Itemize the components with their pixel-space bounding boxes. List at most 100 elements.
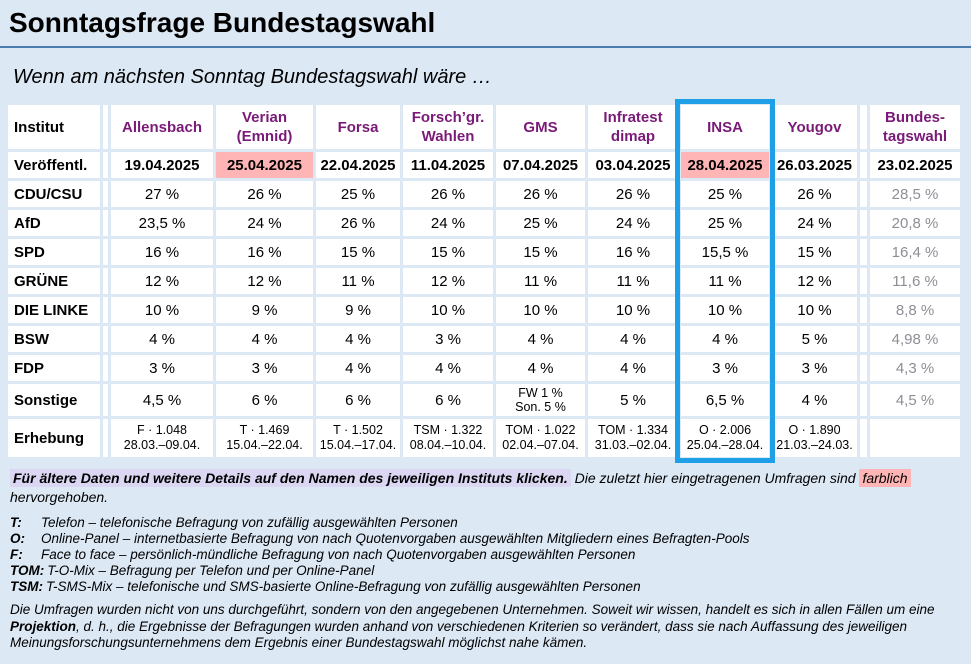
spacer-cell bbox=[103, 384, 108, 416]
poll-value-cell: 4 % bbox=[772, 384, 857, 416]
poll-value-cell: 3 % bbox=[111, 355, 213, 381]
party-row-afd: AfD 23,5 % 24 % 26 % 24 % 25 % 24 % 25 % 24 % 20,… bbox=[8, 210, 960, 236]
published-date-cell: 25.04.2025 bbox=[216, 152, 313, 178]
institut-header: Institut bbox=[8, 105, 100, 149]
poll-value-cell: 20,8 % bbox=[870, 210, 960, 236]
institute-link-forsch-gr-wahlen[interactable]: Forsch’gr. Wahlen bbox=[403, 105, 493, 149]
poll-value-cell: 16 % bbox=[216, 239, 313, 265]
legend-line: O: Online-Panel – internetbasierte Befrag… bbox=[10, 531, 971, 547]
poll-value-cell: 3 % bbox=[772, 355, 857, 381]
party-row-fdp: FDP 3 % 3 % 4 % 4 % 4 % 4 % 3 % 3 % 4,3 % bbox=[8, 355, 960, 381]
poll-table-wrap: Institut Allensbach Verian (Emnid) Forsa Fors… bbox=[5, 99, 971, 463]
poll-value-cell: 27 % bbox=[111, 181, 213, 207]
published-row-label: Veröffentl. bbox=[8, 152, 100, 178]
poll-value-cell: 9 % bbox=[216, 297, 313, 323]
legend-abbr: TSM: bbox=[10, 579, 43, 594]
published-date-cell: 22.04.2025 bbox=[316, 152, 400, 178]
party-row-die-linke: DIE LINKE 10 % 9 % 9 % 10 % 10 % 10 % 10 % 10 % 8… bbox=[8, 297, 960, 323]
poll-value-cell: 26 % bbox=[588, 181, 678, 207]
legend-description: T-SMS-Mix – telefonische und SMS-basiert… bbox=[46, 579, 641, 594]
survey-info-cell: TOM · 1.334 31.03.–02.04. bbox=[588, 419, 678, 457]
party-label: AfD bbox=[8, 210, 100, 236]
legend-line: TOM: T-O-Mix – Befragung per Telefon und … bbox=[10, 563, 971, 579]
institute-link-verian-emnid[interactable]: Verian (Emnid) bbox=[216, 105, 313, 149]
poll-value-cell: 4,98 % bbox=[870, 326, 960, 352]
published-date-cell: 03.04.2025 bbox=[588, 152, 678, 178]
poll-value-cell: 4 % bbox=[316, 355, 400, 381]
poll-value-cell: 12 % bbox=[216, 268, 313, 294]
poll-question: Wenn am nächsten Sonntag Bundestagswahl … bbox=[13, 66, 492, 88]
survey-row: Erhebung F · 1.048 28.03.–09.04. T · 1.469 1… bbox=[8, 419, 960, 457]
hint-link-note: Für ältere Daten und weitere Details auf… bbox=[10, 469, 571, 487]
poll-value-cell: 10 % bbox=[681, 297, 769, 323]
poll-value-cell: 16,4 % bbox=[870, 239, 960, 265]
poll-value-cell: 11 % bbox=[588, 268, 678, 294]
poll-value-cell: 10 % bbox=[496, 297, 585, 323]
poll-value-cell: FW 1 % Son. 5 % bbox=[496, 384, 585, 416]
poll-value-cell: 10 % bbox=[588, 297, 678, 323]
institute-link-forsa[interactable]: Forsa bbox=[316, 105, 400, 149]
poll-value-cell: 12 % bbox=[403, 268, 493, 294]
poll-value-cell: 11 % bbox=[496, 268, 585, 294]
spacer-cell bbox=[103, 105, 108, 149]
poll-value-cell: 15 % bbox=[316, 239, 400, 265]
poll-value-cell: 10 % bbox=[403, 297, 493, 323]
poll-table: Institut Allensbach Verian (Emnid) Forsa Fors… bbox=[5, 102, 963, 460]
hint-mid: Die zuletzt hier eingetragenen Umfragen … bbox=[570, 470, 860, 486]
spacer-cell bbox=[860, 268, 867, 294]
legend-line: TSM: T-SMS-Mix – telefonische und SMS-bas… bbox=[10, 579, 971, 595]
institute-link-insa[interactable]: INSA bbox=[681, 105, 769, 149]
party-label: GRÜNE bbox=[8, 268, 100, 294]
poll-value-cell: 23,5 % bbox=[111, 210, 213, 236]
legend-abbr: F: bbox=[10, 547, 23, 562]
poll-value-cell: 15,5 % bbox=[681, 239, 769, 265]
disclaimer: Die Umfragen wurden nicht von uns durchg… bbox=[10, 602, 962, 652]
poll-value-cell: 25 % bbox=[316, 181, 400, 207]
poll-value-cell: 12 % bbox=[772, 268, 857, 294]
institute-link-yougov[interactable]: Yougov bbox=[772, 105, 857, 149]
party-label: BSW bbox=[8, 326, 100, 352]
institute-link-bundes-tagswahl[interactable]: Bundes-tagswahl bbox=[870, 105, 960, 149]
poll-value-cell: 4 % bbox=[403, 355, 493, 381]
survey-info-cell: O · 2.006 25.04.–28.04. bbox=[681, 419, 769, 457]
spacer-cell bbox=[103, 152, 108, 178]
institute-link-allensbach[interactable]: Allensbach bbox=[111, 105, 213, 149]
survey-row-label: Erhebung bbox=[8, 419, 100, 457]
survey-method-legend: T: Telefon – telefonische Befragung von z… bbox=[10, 515, 971, 595]
disclaimer-part-2: , d. h., die Ergebnisse der Befragungen … bbox=[10, 618, 908, 651]
survey-info-cell: TSM · 1.322 08.04.–10.04. bbox=[403, 419, 493, 457]
published-date-row: Veröffentl. 19.04.2025 25.04.2025 22.04.202… bbox=[8, 152, 960, 178]
poll-value-cell: 6 % bbox=[316, 384, 400, 416]
legend-description: T-O-Mix – Befragung per Telefon und per … bbox=[47, 563, 375, 578]
spacer-cell bbox=[103, 297, 108, 323]
legend-abbr: O: bbox=[10, 531, 25, 546]
published-date-cell: 19.04.2025 bbox=[111, 152, 213, 178]
poll-value-cell: 4 % bbox=[496, 355, 585, 381]
published-date-cell: 23.02.2025 bbox=[870, 152, 960, 178]
poll-value-cell: 3 % bbox=[681, 355, 769, 381]
spacer-cell bbox=[103, 419, 108, 457]
poll-value-cell: 26 % bbox=[403, 181, 493, 207]
spacer-cell bbox=[860, 297, 867, 323]
poll-value-cell: 3 % bbox=[216, 355, 313, 381]
poll-value-cell: 16 % bbox=[588, 239, 678, 265]
poll-value-cell: 4 % bbox=[588, 326, 678, 352]
poll-value-cell: 4 % bbox=[681, 326, 769, 352]
published-date-cell: 26.03.2025 bbox=[772, 152, 857, 178]
disclaimer-part-1: Die Umfragen wurden nicht von uns durchg… bbox=[10, 602, 935, 617]
poll-value-cell: 15 % bbox=[496, 239, 585, 265]
poll-value-cell: 26 % bbox=[216, 181, 313, 207]
institute-link-infratest-dimap[interactable]: Infratest dimap bbox=[588, 105, 678, 149]
poll-value-cell: 11 % bbox=[681, 268, 769, 294]
survey-info-cell: O · 1.890 21.03.–24.03. bbox=[772, 419, 857, 457]
poll-value-cell: 11 % bbox=[316, 268, 400, 294]
institute-link-gms[interactable]: GMS bbox=[496, 105, 585, 149]
poll-value-cell: 15 % bbox=[403, 239, 493, 265]
poll-value-cell: 4,5 % bbox=[870, 384, 960, 416]
spacer-cell bbox=[860, 355, 867, 381]
survey-info-cell: F · 1.048 28.03.–09.04. bbox=[111, 419, 213, 457]
title-divider bbox=[0, 46, 971, 48]
poll-value-cell: 9 % bbox=[316, 297, 400, 323]
poll-value-cell: 25 % bbox=[681, 210, 769, 236]
poll-value-cell: 12 % bbox=[111, 268, 213, 294]
